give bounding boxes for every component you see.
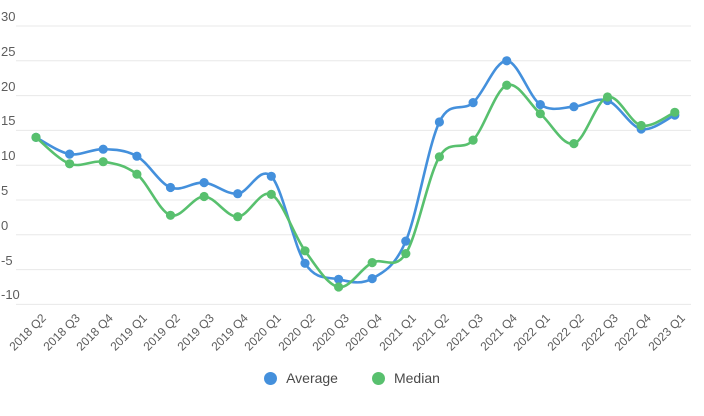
data-point-median	[636, 120, 646, 131]
average-series-dot-icon	[264, 371, 278, 385]
data-point-median	[367, 258, 377, 268]
data-point-average	[569, 102, 579, 112]
data-point-average	[401, 236, 411, 246]
data-point-median	[65, 159, 75, 169]
median-series-dot-icon	[371, 371, 385, 385]
data-point-average	[266, 171, 276, 181]
data-point-average	[535, 100, 545, 110]
data-point-median	[199, 191, 209, 202]
data-point-median	[670, 107, 680, 117]
data-point-average	[132, 151, 142, 161]
data-point-average	[334, 274, 344, 284]
y-axis-label: -5	[1, 253, 13, 268]
data-point-median	[535, 109, 545, 119]
y-axis-label: 25	[1, 44, 16, 59]
data-point-median	[334, 282, 344, 292]
chart-legend: Average Median	[0, 370, 704, 386]
gridlines	[16, 25, 691, 305]
series-line-average	[34, 59, 677, 284]
y-axis-label: 30	[1, 9, 16, 24]
data-point-median	[165, 210, 176, 220]
legend-item-median[interactable]: Median	[371, 370, 440, 386]
data-point-median	[98, 157, 108, 167]
legend-label-average: Average	[286, 370, 338, 386]
y-axis-label: 5	[1, 183, 9, 198]
data-point-median	[233, 212, 243, 222]
data-point-median	[569, 139, 579, 149]
y-axis-label: 20	[1, 79, 16, 94]
data-point-average	[300, 258, 310, 268]
data-point-median	[434, 152, 444, 162]
legend-label-median: Median	[393, 370, 440, 386]
series-median	[31, 80, 680, 292]
data-point-average	[468, 98, 478, 108]
y-axis-label: 0	[1, 218, 9, 233]
data-point-median	[468, 135, 478, 145]
data-point-average	[434, 117, 444, 127]
y-axis-label: 15	[1, 113, 16, 128]
data-point-average	[233, 189, 243, 199]
data-point-median	[401, 249, 411, 259]
series-line-median	[34, 83, 677, 289]
data-point-median	[266, 189, 276, 199]
data-point-median	[300, 246, 310, 256]
data-point-median	[502, 80, 512, 90]
data-point-average	[502, 56, 512, 66]
y-axis-label: -10	[1, 287, 20, 302]
data-point-median	[31, 132, 41, 142]
data-point-average	[367, 274, 377, 284]
y-axis-label: 10	[1, 148, 16, 163]
data-point-average	[199, 178, 209, 188]
data-point-median	[602, 92, 613, 102]
data-point-average	[65, 149, 75, 159]
data-point-median	[132, 169, 142, 179]
data-point-average	[98, 144, 108, 154]
data-point-average	[165, 182, 176, 193]
legend-item-average[interactable]: Average	[264, 370, 338, 386]
